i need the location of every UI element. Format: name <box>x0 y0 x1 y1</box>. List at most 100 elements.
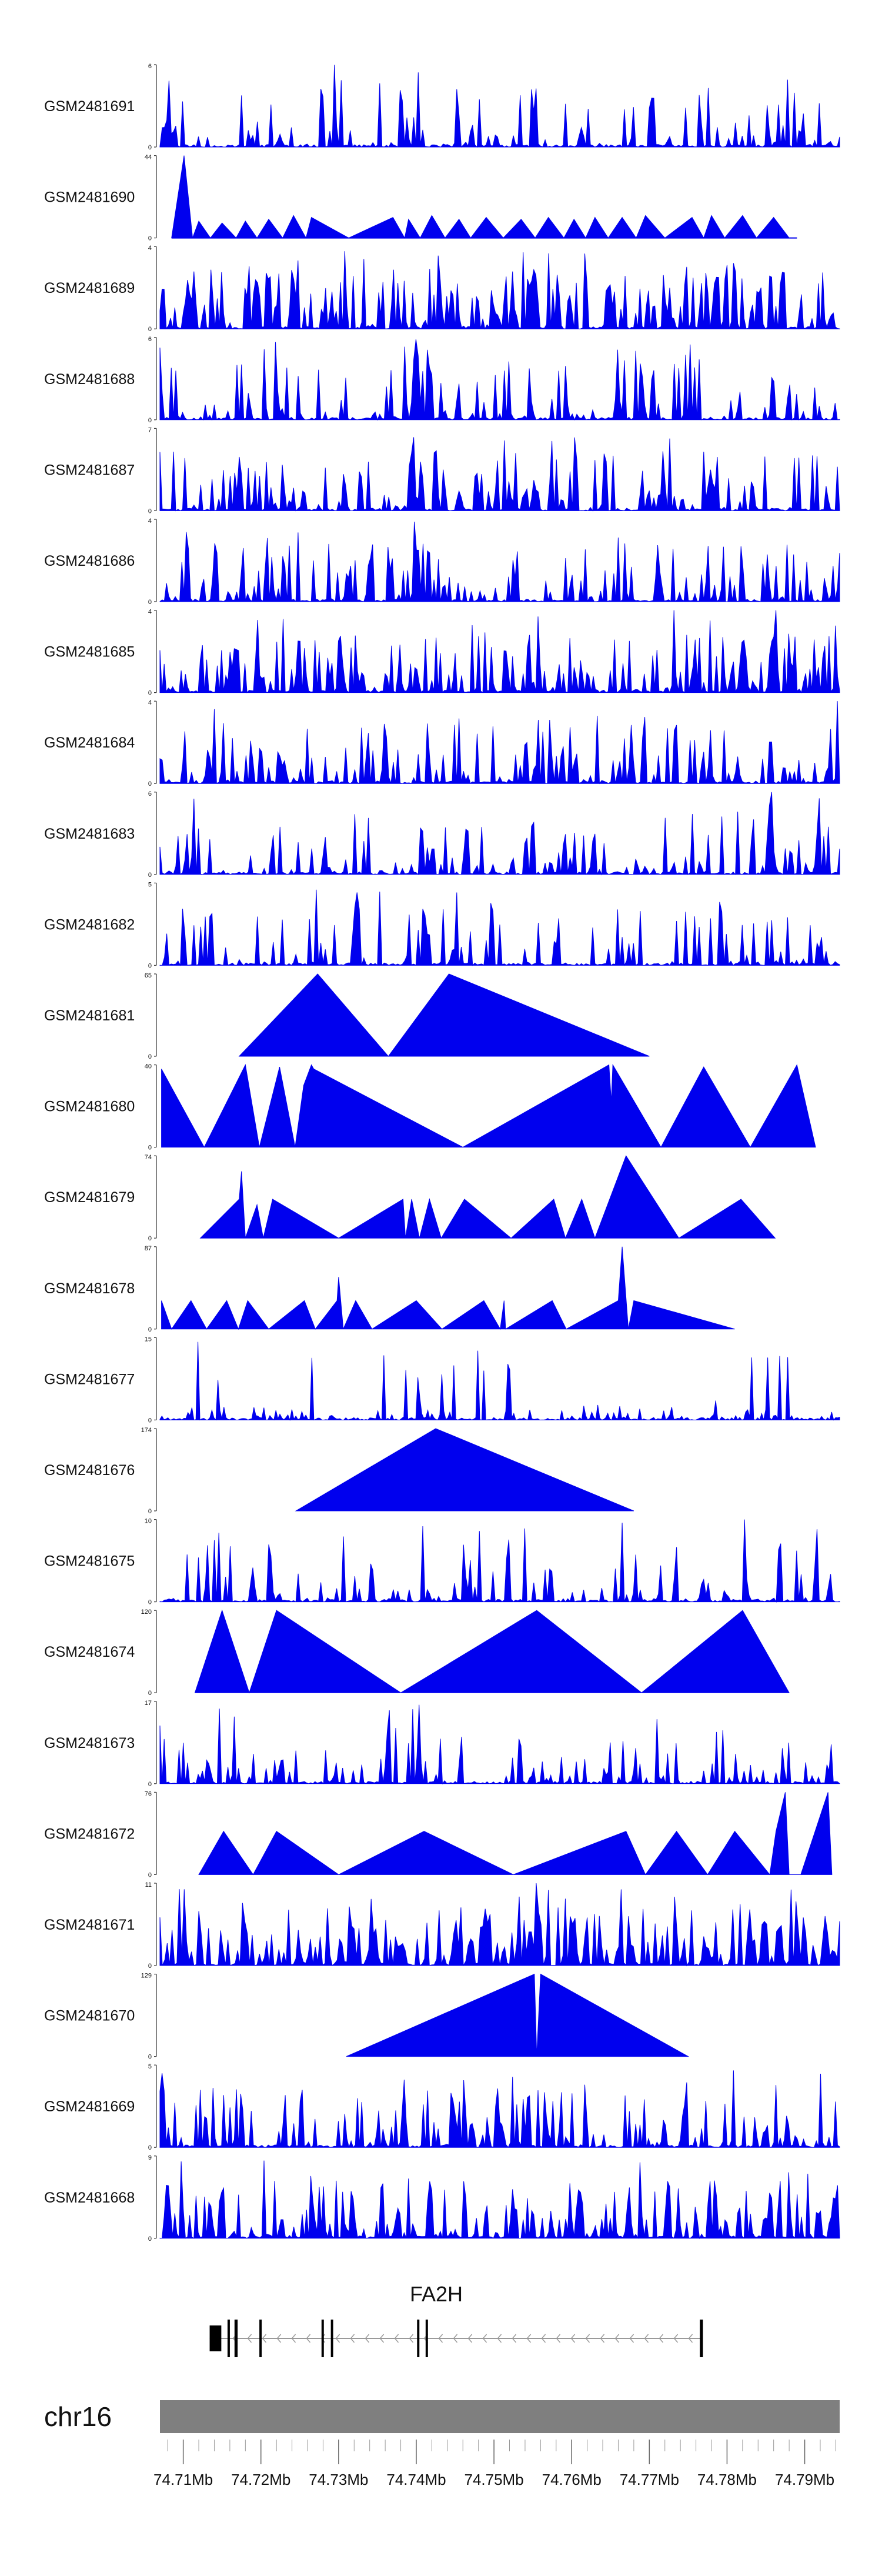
track-GSM2481668: GSM2481668 9 0 <box>44 2154 840 2243</box>
coverage-area <box>198 1792 833 1876</box>
strand-chevron <box>526 2334 532 2343</box>
y-axis-zero-label: 0 <box>148 1326 152 1333</box>
chromosome-label: chr16 <box>44 2401 112 2432</box>
track-label: GSM2481678 <box>44 1280 135 1297</box>
y-axis-max-label: 6 <box>148 336 152 343</box>
tick-label: 74.74Mb <box>386 2471 446 2488</box>
y-axis-max-label: 17 <box>145 1700 152 1707</box>
track-label: GSM2481691 <box>44 98 135 115</box>
track-GSM2481687: GSM2481687 7 0 <box>44 426 840 515</box>
track-GSM2481686: GSM2481686 4 0 <box>44 518 840 606</box>
strand-chevron <box>629 2334 634 2343</box>
y-axis-zero-label: 0 <box>148 1144 152 1152</box>
coverage-area <box>238 973 650 1057</box>
y-axis-max-label: 40 <box>145 1063 152 1070</box>
strand-chevron <box>394 2334 399 2343</box>
y-axis-zero-label: 0 <box>148 508 152 515</box>
y-axis-max-label: 87 <box>145 1245 152 1252</box>
track-label: GSM2481680 <box>44 1099 135 1115</box>
chromosome-ideogram <box>160 2400 840 2433</box>
track-label: GSM2481683 <box>44 826 135 842</box>
genome-axis: chr16 74.71Mb 74.72Mb 74.73Mb 74.74Mb 74.75M… <box>44 2400 840 2488</box>
track-label: GSM2481677 <box>44 1371 135 1387</box>
track-GSM2481678: GSM2481678 87 0 <box>44 1245 735 1333</box>
y-axis-zero-label: 0 <box>148 1599 152 1606</box>
coverage-area <box>161 1246 735 1330</box>
y-axis-max-label: 5 <box>148 2063 152 2070</box>
y-axis-max-label: 65 <box>145 972 152 979</box>
track-label: GSM2481671 <box>44 1917 135 1933</box>
track-label: GSM2481674 <box>44 1644 135 1660</box>
strand-chevron <box>614 2334 620 2343</box>
y-axis-zero-label: 0 <box>148 872 152 879</box>
y-axis-max-label: 4 <box>148 245 152 252</box>
track-label: GSM2481687 <box>44 462 135 478</box>
y-axis-zero-label: 0 <box>148 326 152 333</box>
strand-chevron <box>497 2334 502 2343</box>
strand-chevron <box>541 2334 546 2343</box>
strand-chevron <box>570 2334 576 2343</box>
y-axis-zero-label: 0 <box>148 2144 152 2151</box>
exon <box>321 2320 324 2357</box>
gene-track: FA2H <box>209 2282 703 2357</box>
coverage-area <box>159 64 840 148</box>
data-tracks: GSM248169160GSM2481690440GSM248168940GSM… <box>44 63 840 2243</box>
track-GSM2481681: GSM2481681 65 0 <box>44 972 650 1060</box>
coverage-area <box>346 1973 690 2057</box>
y-axis-zero-label: 0 <box>148 1508 152 1515</box>
track-label: GSM2481685 <box>44 644 135 660</box>
y-axis-max-label: 120 <box>141 1609 152 1616</box>
exon <box>330 2320 333 2357</box>
tick-label: 74.77Mb <box>620 2471 679 2488</box>
strand-chevron <box>467 2334 473 2343</box>
tick-label: 74.76Mb <box>542 2471 602 2488</box>
track-GSM2481680: GSM2481680 40 0 <box>44 1063 816 1152</box>
track-GSM2481673: GSM2481673 17 0 <box>44 1700 840 1788</box>
coverage-area <box>295 1428 634 1511</box>
y-axis-zero-label: 0 <box>148 780 152 788</box>
track-GSM2481669: GSM2481669 5 0 <box>44 2063 840 2151</box>
track-label: GSM2481686 <box>44 553 135 569</box>
exon <box>234 2320 238 2357</box>
y-axis-max-label: 174 <box>141 1427 152 1434</box>
strand-chevron <box>512 2334 517 2343</box>
track-label: GSM2481679 <box>44 1189 135 1206</box>
y-axis-max-label: 10 <box>145 1518 152 1525</box>
strand-chevron <box>365 2334 370 2343</box>
coverage-area <box>159 1704 840 1785</box>
exon <box>425 2320 428 2357</box>
y-axis-zero-label: 0 <box>148 2054 152 2061</box>
tick-label: 74.73Mb <box>309 2471 368 2488</box>
strand-chevron <box>262 2334 267 2343</box>
strand-chevron <box>291 2334 296 2343</box>
coverage-area <box>159 2070 840 2148</box>
y-axis-max-label: 76 <box>145 1790 152 1797</box>
coverage-area <box>171 155 797 239</box>
strand-chevron <box>350 2334 355 2343</box>
track-GSM2481690: GSM2481690 44 0 <box>44 154 797 242</box>
y-axis-zero-label: 0 <box>148 962 152 969</box>
y-axis-zero-label: 0 <box>148 235 152 242</box>
coverage-area <box>194 1609 790 1694</box>
y-axis-max-label: 11 <box>145 1881 152 1888</box>
track-GSM2481684: GSM2481684 4 0 <box>44 699 840 788</box>
track-label: GSM2481684 <box>44 735 135 751</box>
gene-label-fa2h: FA2H <box>410 2282 463 2306</box>
track-label: GSM2481682 <box>44 916 135 933</box>
track-GSM2481691: GSM2481691 6 0 <box>44 63 840 151</box>
strand-chevron <box>453 2334 458 2343</box>
exon <box>209 2325 222 2351</box>
y-axis-zero-label: 0 <box>148 1963 152 1970</box>
track-label: GSM2481675 <box>44 1553 135 1570</box>
coverage-area <box>159 1342 840 1421</box>
strand-chevron <box>482 2334 487 2343</box>
track-GSM2481670: GSM2481670 129 0 <box>44 1973 690 2061</box>
track-label: GSM2481690 <box>44 189 135 206</box>
track-GSM2481689: GSM2481689 4 0 <box>44 245 840 333</box>
y-axis-zero-label: 0 <box>148 144 152 151</box>
strand-chevron <box>585 2334 590 2343</box>
coverage-area <box>159 701 840 785</box>
strand-chevron <box>659 2334 664 2343</box>
coverage-area <box>159 251 840 330</box>
coverage-area <box>159 1519 840 1603</box>
